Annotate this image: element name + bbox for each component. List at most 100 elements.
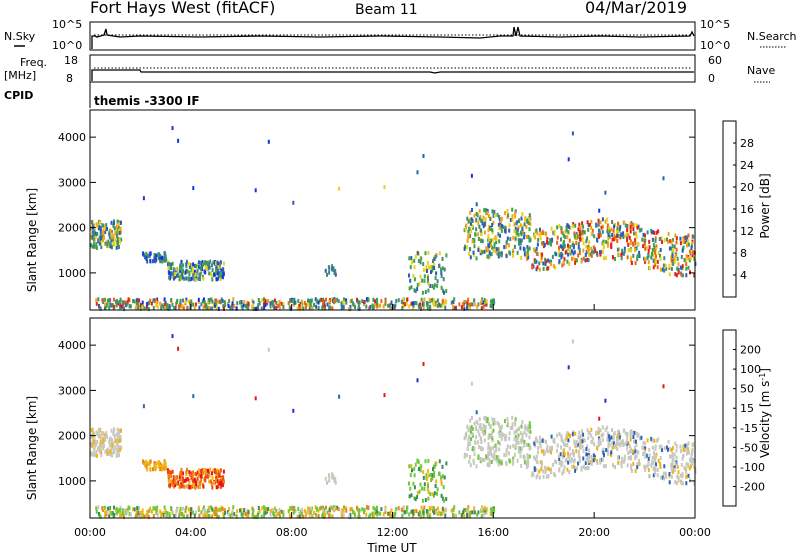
velocity-point xyxy=(336,505,339,510)
velocity-point xyxy=(113,505,115,510)
power-point xyxy=(326,302,329,307)
velocity-point xyxy=(110,428,113,433)
velocity-point xyxy=(606,431,609,436)
power-point xyxy=(210,273,213,278)
velocity-point xyxy=(600,433,603,438)
velocity-point xyxy=(685,462,688,467)
power-point xyxy=(118,299,121,304)
power-point xyxy=(586,257,589,262)
velocity-point xyxy=(630,466,633,471)
power-point xyxy=(607,233,610,237)
velocity-point xyxy=(450,508,453,513)
velocity-point xyxy=(667,439,670,444)
velocity-point xyxy=(648,474,651,479)
velocity-point xyxy=(185,472,188,477)
velocity-point xyxy=(179,474,181,479)
velocity-point xyxy=(115,511,118,516)
power-point xyxy=(465,223,468,228)
power-point xyxy=(372,297,375,302)
velocity-point xyxy=(372,505,375,510)
velocity-point xyxy=(590,454,593,459)
power-point xyxy=(531,265,534,270)
power-point xyxy=(311,306,314,311)
velocity-point xyxy=(630,456,633,461)
power-point xyxy=(215,263,218,268)
velocity-point xyxy=(658,445,661,450)
velocity-point xyxy=(254,396,257,401)
power-point xyxy=(310,298,312,303)
power-point xyxy=(479,248,482,253)
power-point xyxy=(634,237,637,242)
velocity-point xyxy=(192,470,195,475)
velocity-point xyxy=(433,474,436,478)
velocity-point xyxy=(512,443,515,448)
velocity-point xyxy=(209,467,212,472)
velocity-point xyxy=(577,461,580,466)
power-point xyxy=(214,270,217,274)
power-point xyxy=(475,202,478,207)
velocity-point xyxy=(687,447,690,452)
power-point xyxy=(402,297,405,302)
power-point xyxy=(503,245,506,250)
power-point xyxy=(334,299,337,304)
freq-frame xyxy=(89,54,696,83)
velocity-point xyxy=(480,436,483,441)
power-scatter xyxy=(90,126,697,312)
power-point xyxy=(118,245,120,249)
power-point xyxy=(568,249,571,254)
velocity-point xyxy=(150,509,153,514)
velocity-point xyxy=(495,455,498,460)
power-point xyxy=(271,299,274,304)
power-point xyxy=(656,259,659,264)
velocity-point xyxy=(493,421,496,426)
power-point xyxy=(560,255,563,260)
power-point xyxy=(466,238,469,243)
power-point xyxy=(405,301,408,306)
power-point xyxy=(112,221,115,226)
velocity-point xyxy=(419,510,422,515)
velocity-point xyxy=(585,447,588,452)
power-point xyxy=(332,267,335,272)
power-point xyxy=(222,272,225,277)
velocity-point xyxy=(405,509,408,514)
power-point xyxy=(211,268,214,273)
power-point xyxy=(494,235,497,240)
power-point xyxy=(154,259,157,264)
power-point xyxy=(263,306,266,311)
power-point xyxy=(625,232,628,237)
velocity-point xyxy=(514,417,517,422)
velocity-point xyxy=(560,445,562,450)
velocity-point xyxy=(542,474,545,479)
power-point xyxy=(435,271,438,276)
power-point xyxy=(200,302,203,307)
power-point xyxy=(429,264,432,269)
velocity-point xyxy=(153,506,156,511)
velocity-point xyxy=(120,445,123,450)
velocity-point xyxy=(499,426,502,431)
power-point xyxy=(561,231,564,236)
power-point xyxy=(569,225,572,230)
velocity-point xyxy=(490,460,493,464)
colorbar-tick-label: 16 xyxy=(740,203,754,216)
power-point xyxy=(550,259,552,264)
power-point xyxy=(200,266,203,271)
velocity-point xyxy=(147,515,150,520)
power-point xyxy=(433,266,436,270)
power-point xyxy=(489,217,492,221)
power-point xyxy=(682,240,685,244)
velocity-point xyxy=(463,454,466,459)
velocity-point xyxy=(141,508,144,513)
power-point xyxy=(492,220,495,225)
power-point xyxy=(174,275,177,280)
power-point xyxy=(621,248,624,253)
velocity-point xyxy=(207,468,209,473)
velocity-point xyxy=(571,457,573,462)
velocity-point xyxy=(480,509,483,513)
power-point xyxy=(685,238,688,243)
velocity-point xyxy=(371,511,374,516)
velocity-point xyxy=(315,512,318,517)
power-point xyxy=(145,256,148,261)
velocity-point xyxy=(267,347,270,352)
velocity-point xyxy=(484,415,487,420)
velocity-point xyxy=(514,422,517,427)
